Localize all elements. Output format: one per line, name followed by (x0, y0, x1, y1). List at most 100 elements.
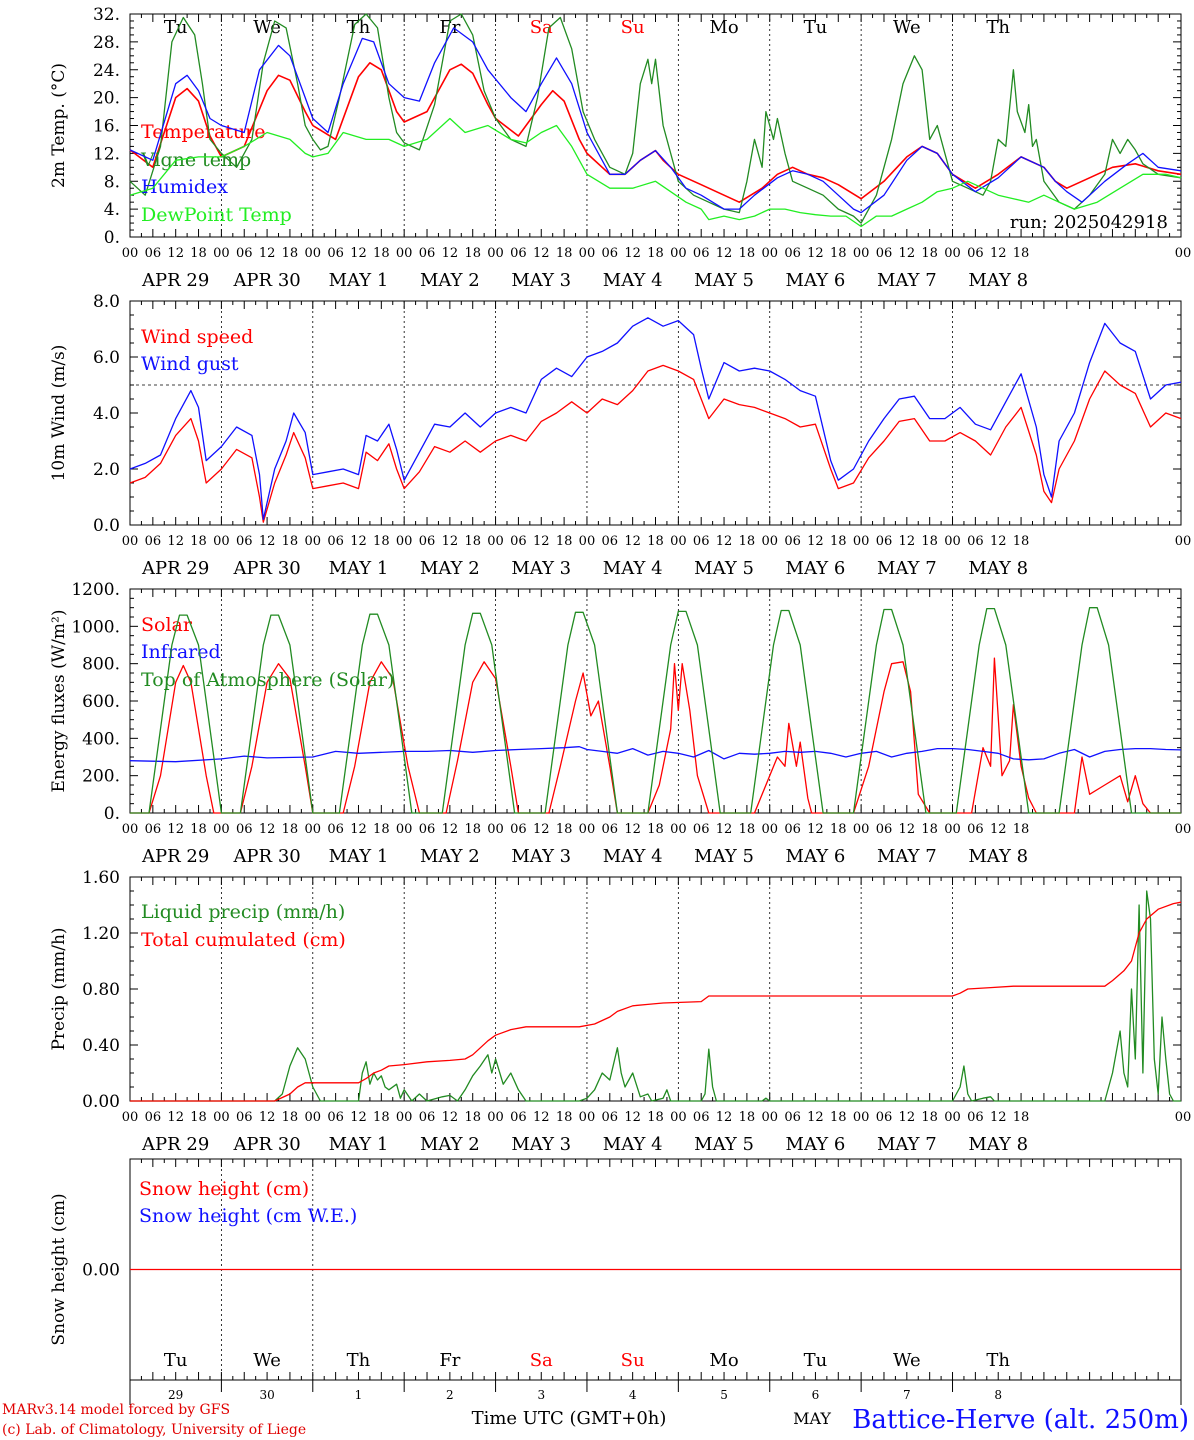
date-label: APR 29 (141, 1134, 209, 1155)
hour-tick-label: 12 (624, 246, 641, 261)
hour-tick-label: 12 (350, 1110, 367, 1125)
hour-tick-label: 00 (305, 534, 322, 549)
panel-4: 0.00 0.40 0.80 1.20 1.60 Precip (mm/h) 00 06 12 1… (49, 868, 1191, 1155)
legend-entry: Temperature (141, 121, 265, 143)
hour-tick-label: 18 (1013, 1110, 1030, 1125)
y-tick-label: 8.0 (93, 292, 120, 312)
hour-tick-label: 18 (373, 246, 390, 261)
credit-line-2: (c) Lab. of Climatology, University of L… (2, 1422, 306, 1438)
hour-tick-label: 00 (305, 246, 322, 261)
hour-tick-label: 06 (693, 822, 710, 837)
hour-tick-label: 00 (1175, 1110, 1192, 1125)
hour-tick-label: 12 (990, 1110, 1007, 1125)
hour-tick-label: 12 (624, 822, 641, 837)
legend-entry: Humidex (141, 176, 228, 198)
hour-tick-label: 18 (1013, 246, 1030, 261)
y-tick-label: 1.60 (82, 868, 120, 888)
hour-tick-label: 12 (990, 822, 1007, 837)
date-label: MAY 7 (877, 846, 937, 867)
hour-tick-label: 06 (784, 822, 801, 837)
date-label: MAY 5 (694, 270, 754, 291)
bottom-day-name: Mo (709, 1350, 738, 1371)
hour-tick-label: 00 (305, 1110, 322, 1125)
date-label: MAY 1 (329, 558, 389, 579)
hour-tick-label: 12 (533, 534, 550, 549)
hour-tick-label: 12 (442, 1110, 459, 1125)
y-tick-label: 0. (104, 228, 120, 248)
day-name: We (253, 17, 281, 38)
day-name: Mo (709, 17, 738, 38)
hour-tick-label: 06 (510, 246, 527, 261)
legend-entry: Wind gust (141, 353, 239, 375)
date-label: APR 30 (232, 270, 300, 291)
day-name: Tu (804, 17, 828, 38)
bottom-day-number: 29 (168, 1388, 183, 1402)
hour-tick-label: 12 (167, 246, 184, 261)
hour-tick-label: 18 (1013, 822, 1030, 837)
hour-tick-label: 12 (807, 822, 824, 837)
hour-tick-label: 00 (213, 822, 230, 837)
date-label: MAY 4 (603, 558, 663, 579)
hour-tick-label: 06 (145, 822, 162, 837)
bottom-day-name: Sa (530, 1350, 553, 1371)
hour-tick-label: 00 (579, 1110, 596, 1125)
date-label: MAY 6 (786, 1134, 846, 1155)
date-label: MAY 4 (603, 846, 663, 867)
hour-tick-label: 06 (602, 1110, 619, 1125)
hour-tick-label: 06 (419, 822, 436, 837)
hour-tick-label: 12 (533, 246, 550, 261)
date-label: MAY 7 (877, 270, 937, 291)
bottom-month-label: MAY (793, 1409, 831, 1428)
legend-entry: Infrared (141, 641, 221, 663)
hour-tick-label: 00 (944, 1110, 961, 1125)
y-tick-label: 8. (104, 172, 120, 192)
hour-tick-label: 18 (190, 534, 207, 549)
hour-tick-label: 06 (693, 1110, 710, 1125)
y-axis-label: Energy fluxes (W/m²) (49, 610, 69, 793)
date-label: MAY 6 (786, 846, 846, 867)
hour-tick-label: 00 (761, 1110, 778, 1125)
legend-entry: Wind speed (141, 326, 253, 348)
y-tick-label: 0.40 (82, 1036, 120, 1056)
hour-tick-label: 00 (487, 1110, 504, 1125)
hour-tick-label: 06 (602, 246, 619, 261)
hour-tick-label: 00 (213, 1110, 230, 1125)
date-label: APR 29 (141, 558, 209, 579)
date-label: MAY 4 (603, 270, 663, 291)
hour-tick-label: 06 (967, 246, 984, 261)
hour-tick-label: 00 (670, 822, 687, 837)
hour-tick-label: 12 (716, 246, 733, 261)
hour-tick-label: 06 (602, 822, 619, 837)
date-label: MAY 8 (968, 270, 1028, 291)
series-line-wind-gust (129, 317, 1182, 521)
hour-tick-label: 12 (899, 534, 916, 549)
hour-tick-label: 12 (442, 534, 459, 549)
hour-tick-label: 06 (145, 534, 162, 549)
hour-tick-label: 00 (1175, 246, 1192, 261)
y-tick-label: 1.20 (82, 924, 120, 944)
hour-tick-label: 06 (145, 1110, 162, 1125)
station-title: Battice-Herve (alt. 250m) (852, 1405, 1189, 1435)
date-label: MAY 8 (968, 1134, 1028, 1155)
hour-tick-label: 06 (419, 534, 436, 549)
panel-1: 0. 4. 8. 12. 16. 20. 24. 28. 32. 2m Temp. (°C) 00 0… (49, 5, 1191, 291)
y-tick-label: 32. (93, 5, 120, 25)
hour-tick-label: 00 (853, 246, 870, 261)
hour-tick-label: 06 (327, 822, 344, 837)
hour-tick-label: 18 (373, 1110, 390, 1125)
bottom-day-number: 2 (446, 1388, 454, 1402)
hour-tick-label: 06 (876, 1110, 893, 1125)
bottom-day-number: 5 (720, 1388, 728, 1402)
hour-tick-label: 00 (487, 534, 504, 549)
series-line-total-cumulated-cm- (130, 901, 1182, 1102)
hour-tick-label: 06 (236, 1110, 253, 1125)
y-tick-label: 24. (93, 61, 120, 81)
date-label: MAY 6 (786, 558, 846, 579)
date-label: MAY 2 (420, 558, 480, 579)
y-tick-label: 12. (93, 144, 120, 164)
legend-entry: Top of Atmosphere (Solar) (141, 669, 394, 691)
date-label: APR 30 (232, 1134, 300, 1155)
hour-tick-label: 00 (122, 246, 139, 261)
series-line-dewpoint-temp (129, 117, 1182, 228)
series-line-vigne-temp (129, 13, 1182, 224)
